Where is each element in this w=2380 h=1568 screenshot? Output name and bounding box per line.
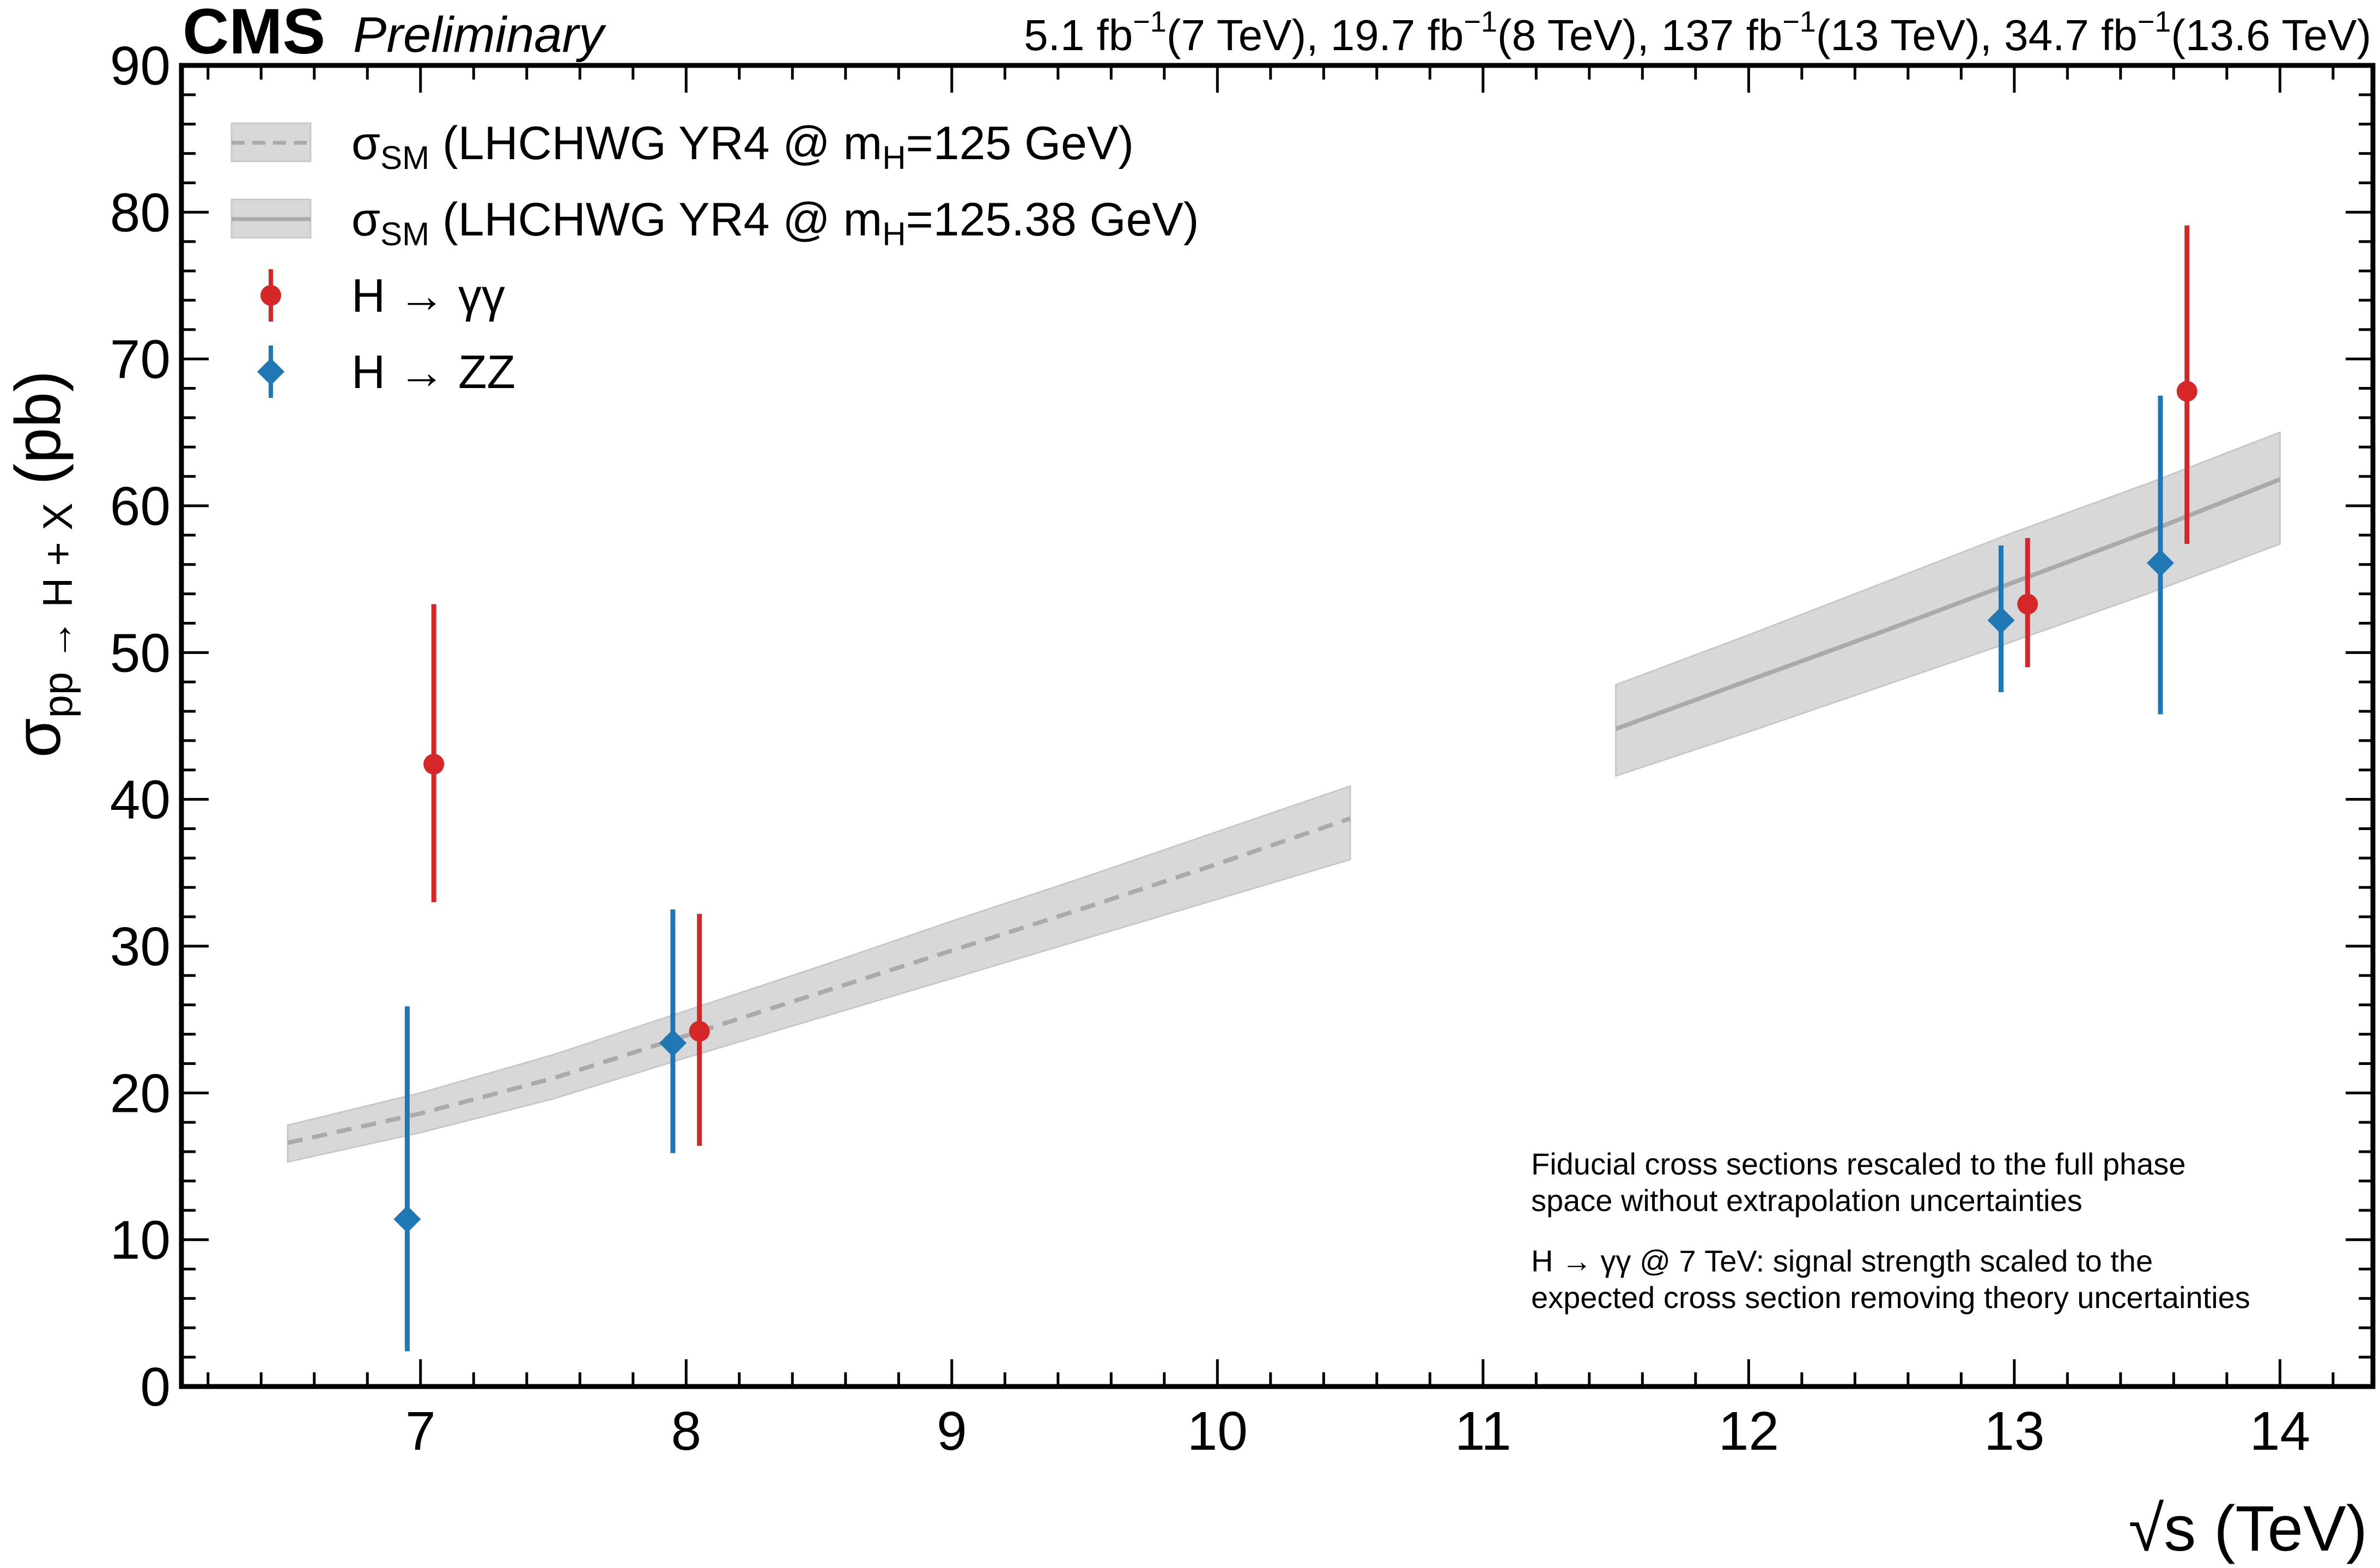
note-line-3: H → γγ @ 7 TeV: signal strength scaled t… <box>1531 1244 2153 1278</box>
y-tick-label: 90 <box>110 35 171 96</box>
legend-key-hzz-marker <box>257 358 284 385</box>
lumi-base-2: 137 fb <box>1661 11 1782 59</box>
lumi-sup-1: −1 <box>1464 5 1497 38</box>
legend-label-hgg: H → γγ <box>351 270 505 322</box>
y-tick-label: 80 <box>110 182 171 243</box>
y-tick-label: 10 <box>110 1210 171 1271</box>
y-tick-label: 30 <box>110 916 171 977</box>
lumi-sup-2: −1 <box>1782 5 1816 38</box>
lumi-tail-2: (13 TeV), <box>1816 11 2004 59</box>
hgg-point-2 <box>2017 594 2038 615</box>
luminosity-label: 5.1 fb−1(7 TeV), 19.7 fb−1(8 TeV), 137 f… <box>1024 5 2371 59</box>
axes: 0 10 20 30 40 50 60 70 80 90 7 8 9 10 11 12 13 14 <box>110 35 2373 1462</box>
legend-label-hzz: H → ZZ <box>351 346 515 398</box>
y-tick-label: 70 <box>110 329 171 390</box>
y-axis-title: σpp → H + X (pb) <box>2 371 81 758</box>
x-tick-label: 9 <box>937 1401 967 1462</box>
y-tick-label: 40 <box>110 770 171 831</box>
x-tick-label: 13 <box>1984 1401 2044 1462</box>
hzz-point-2 <box>1987 607 2015 634</box>
experiment-label: CMS <box>183 0 325 68</box>
sm-band-line-1 <box>1615 477 2281 731</box>
hgg-point-1 <box>689 1021 710 1042</box>
data-points <box>393 225 2197 1352</box>
ylabel-sigma: σ <box>2 718 74 758</box>
lumi-sup-0: −1 <box>1133 5 1167 38</box>
note-line-1: Fiducial cross sections rescaled to the … <box>1531 1147 2185 1181</box>
y-tick-label: 20 <box>110 1063 171 1124</box>
note-line-4: expected cross section removing theory u… <box>1531 1280 2250 1315</box>
sm-band-fill-0 <box>287 785 1351 1163</box>
lumi-base-3: 34.7 fb <box>2004 11 2138 59</box>
hgg-point-0 <box>423 754 445 775</box>
lumi-tail-3: (13.6 TeV) <box>2171 11 2371 59</box>
x-tick-label: 14 <box>2250 1401 2310 1462</box>
sm-band-fill-1 <box>1615 431 2281 777</box>
hzz-point-0 <box>393 1205 421 1233</box>
hzz-point-1 <box>659 1029 687 1057</box>
plot-frame <box>179 63 2376 1389</box>
xlabel-unit: (TeV) <box>2214 1493 2367 1565</box>
sm-band-line-0 <box>287 816 1351 1145</box>
lumi-tail-0: (7 TeV), <box>1167 11 1331 59</box>
x-tick-label: 10 <box>1187 1401 1248 1462</box>
xlabel-main: √s <box>2129 1493 2214 1565</box>
x-axis-title: √s (TeV) <box>2129 1493 2367 1565</box>
x-tick-label: 12 <box>1719 1401 1779 1462</box>
legend-label-sm12538: σSM (LHCHWG YR4 @ mH=125.38 GeV) <box>351 193 1199 252</box>
sm-bands <box>287 431 2281 1163</box>
chart-header: CMS Preliminary 5.1 fb−1(7 TeV), 19.7 fb… <box>183 0 2371 68</box>
y-tick-label: 0 <box>140 1357 171 1418</box>
hgg-point-3 <box>2176 380 2197 402</box>
legend-label-sm125: σSM (LHCHWG YR4 @ mH=125 GeV) <box>351 117 1134 176</box>
x-tick-label: 8 <box>671 1401 701 1462</box>
y-tick-label: 50 <box>110 622 171 683</box>
ylabel-unit: (pb) <box>2 371 74 503</box>
legend: σSM (LHCHWG YR4 @ mH=125 GeV) σSM (LHCHWG… <box>230 117 1199 398</box>
x-tick-label: 7 <box>405 1401 436 1462</box>
legend-key-hgg-marker <box>260 285 281 306</box>
lumi-base-0: 5.1 fb <box>1024 11 1133 59</box>
x-tick-label: 11 <box>1455 1401 1511 1462</box>
status-label: Preliminary <box>353 7 606 63</box>
hzz-point-3 <box>2146 549 2174 577</box>
lumi-sup-3: −1 <box>2138 5 2171 38</box>
annotation-box: Fiducial cross sections rescaled to the … <box>1531 1147 2250 1315</box>
lumi-tail-1: (8 TeV), <box>1497 11 1661 59</box>
ylabel-sub: pp → H + X <box>35 503 81 718</box>
lumi-base-1: 19.7 fb <box>1331 11 1464 59</box>
y-tick-label: 60 <box>110 476 171 537</box>
note-line-2: space without extrapolation uncertaintie… <box>1531 1183 2082 1218</box>
